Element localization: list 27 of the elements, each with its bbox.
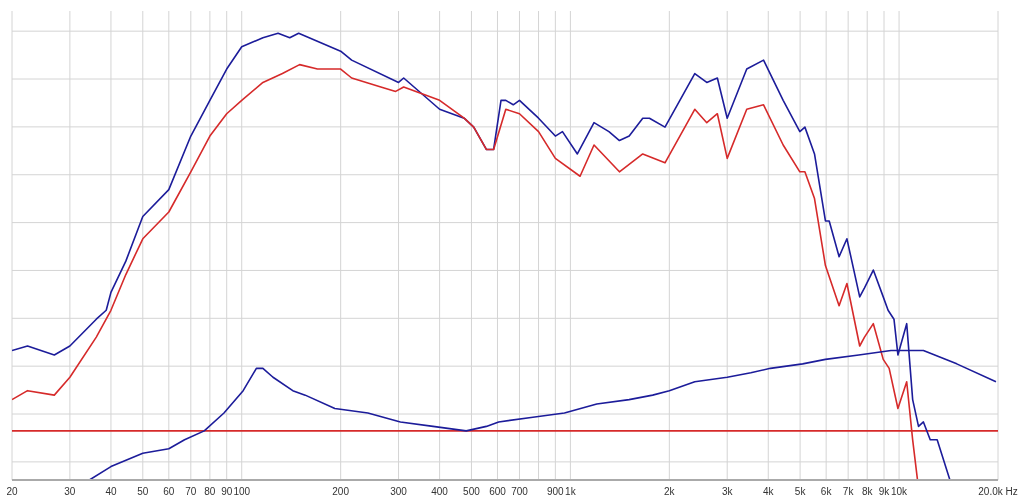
- x-tick-label: 700: [511, 486, 529, 497]
- x-tick-label: 2k: [664, 486, 676, 497]
- x-tick-label: 400: [431, 486, 449, 497]
- x-tick-label: 10k: [891, 486, 909, 497]
- x-tick-label: 5k: [794, 486, 807, 497]
- x-tick-label: 90: [221, 486, 233, 497]
- x-tick-label: 3k: [721, 486, 734, 497]
- x-tick-label: 300: [390, 486, 408, 497]
- x-tick-label: 900: [547, 486, 565, 497]
- x-tick-label: 100: [233, 486, 251, 497]
- x-tick-label: 30: [64, 486, 76, 497]
- x-tick-label: 4k: [762, 486, 775, 497]
- x-tick-label: 1k: [565, 486, 577, 497]
- x-tick-label: 600: [489, 486, 507, 497]
- x-tick-label: 9k: [878, 486, 891, 497]
- x-tick-label: 8k: [861, 486, 874, 497]
- x-tick-label: 60: [163, 486, 175, 497]
- x-tick-label: 20.0k Hz: [978, 486, 1018, 497]
- x-tick-label: 50: [137, 486, 149, 497]
- x-tick-label: 500: [463, 486, 481, 497]
- x-tick-label: 80: [204, 486, 216, 497]
- x-tick-label: 20: [6, 486, 18, 497]
- x-tick-label: 200: [332, 486, 350, 497]
- x-tick-label: 6k: [820, 486, 833, 497]
- x-tick-label: 7k: [842, 486, 855, 497]
- x-tick-label: 70: [185, 486, 197, 497]
- x-tick-label: 40: [105, 486, 117, 497]
